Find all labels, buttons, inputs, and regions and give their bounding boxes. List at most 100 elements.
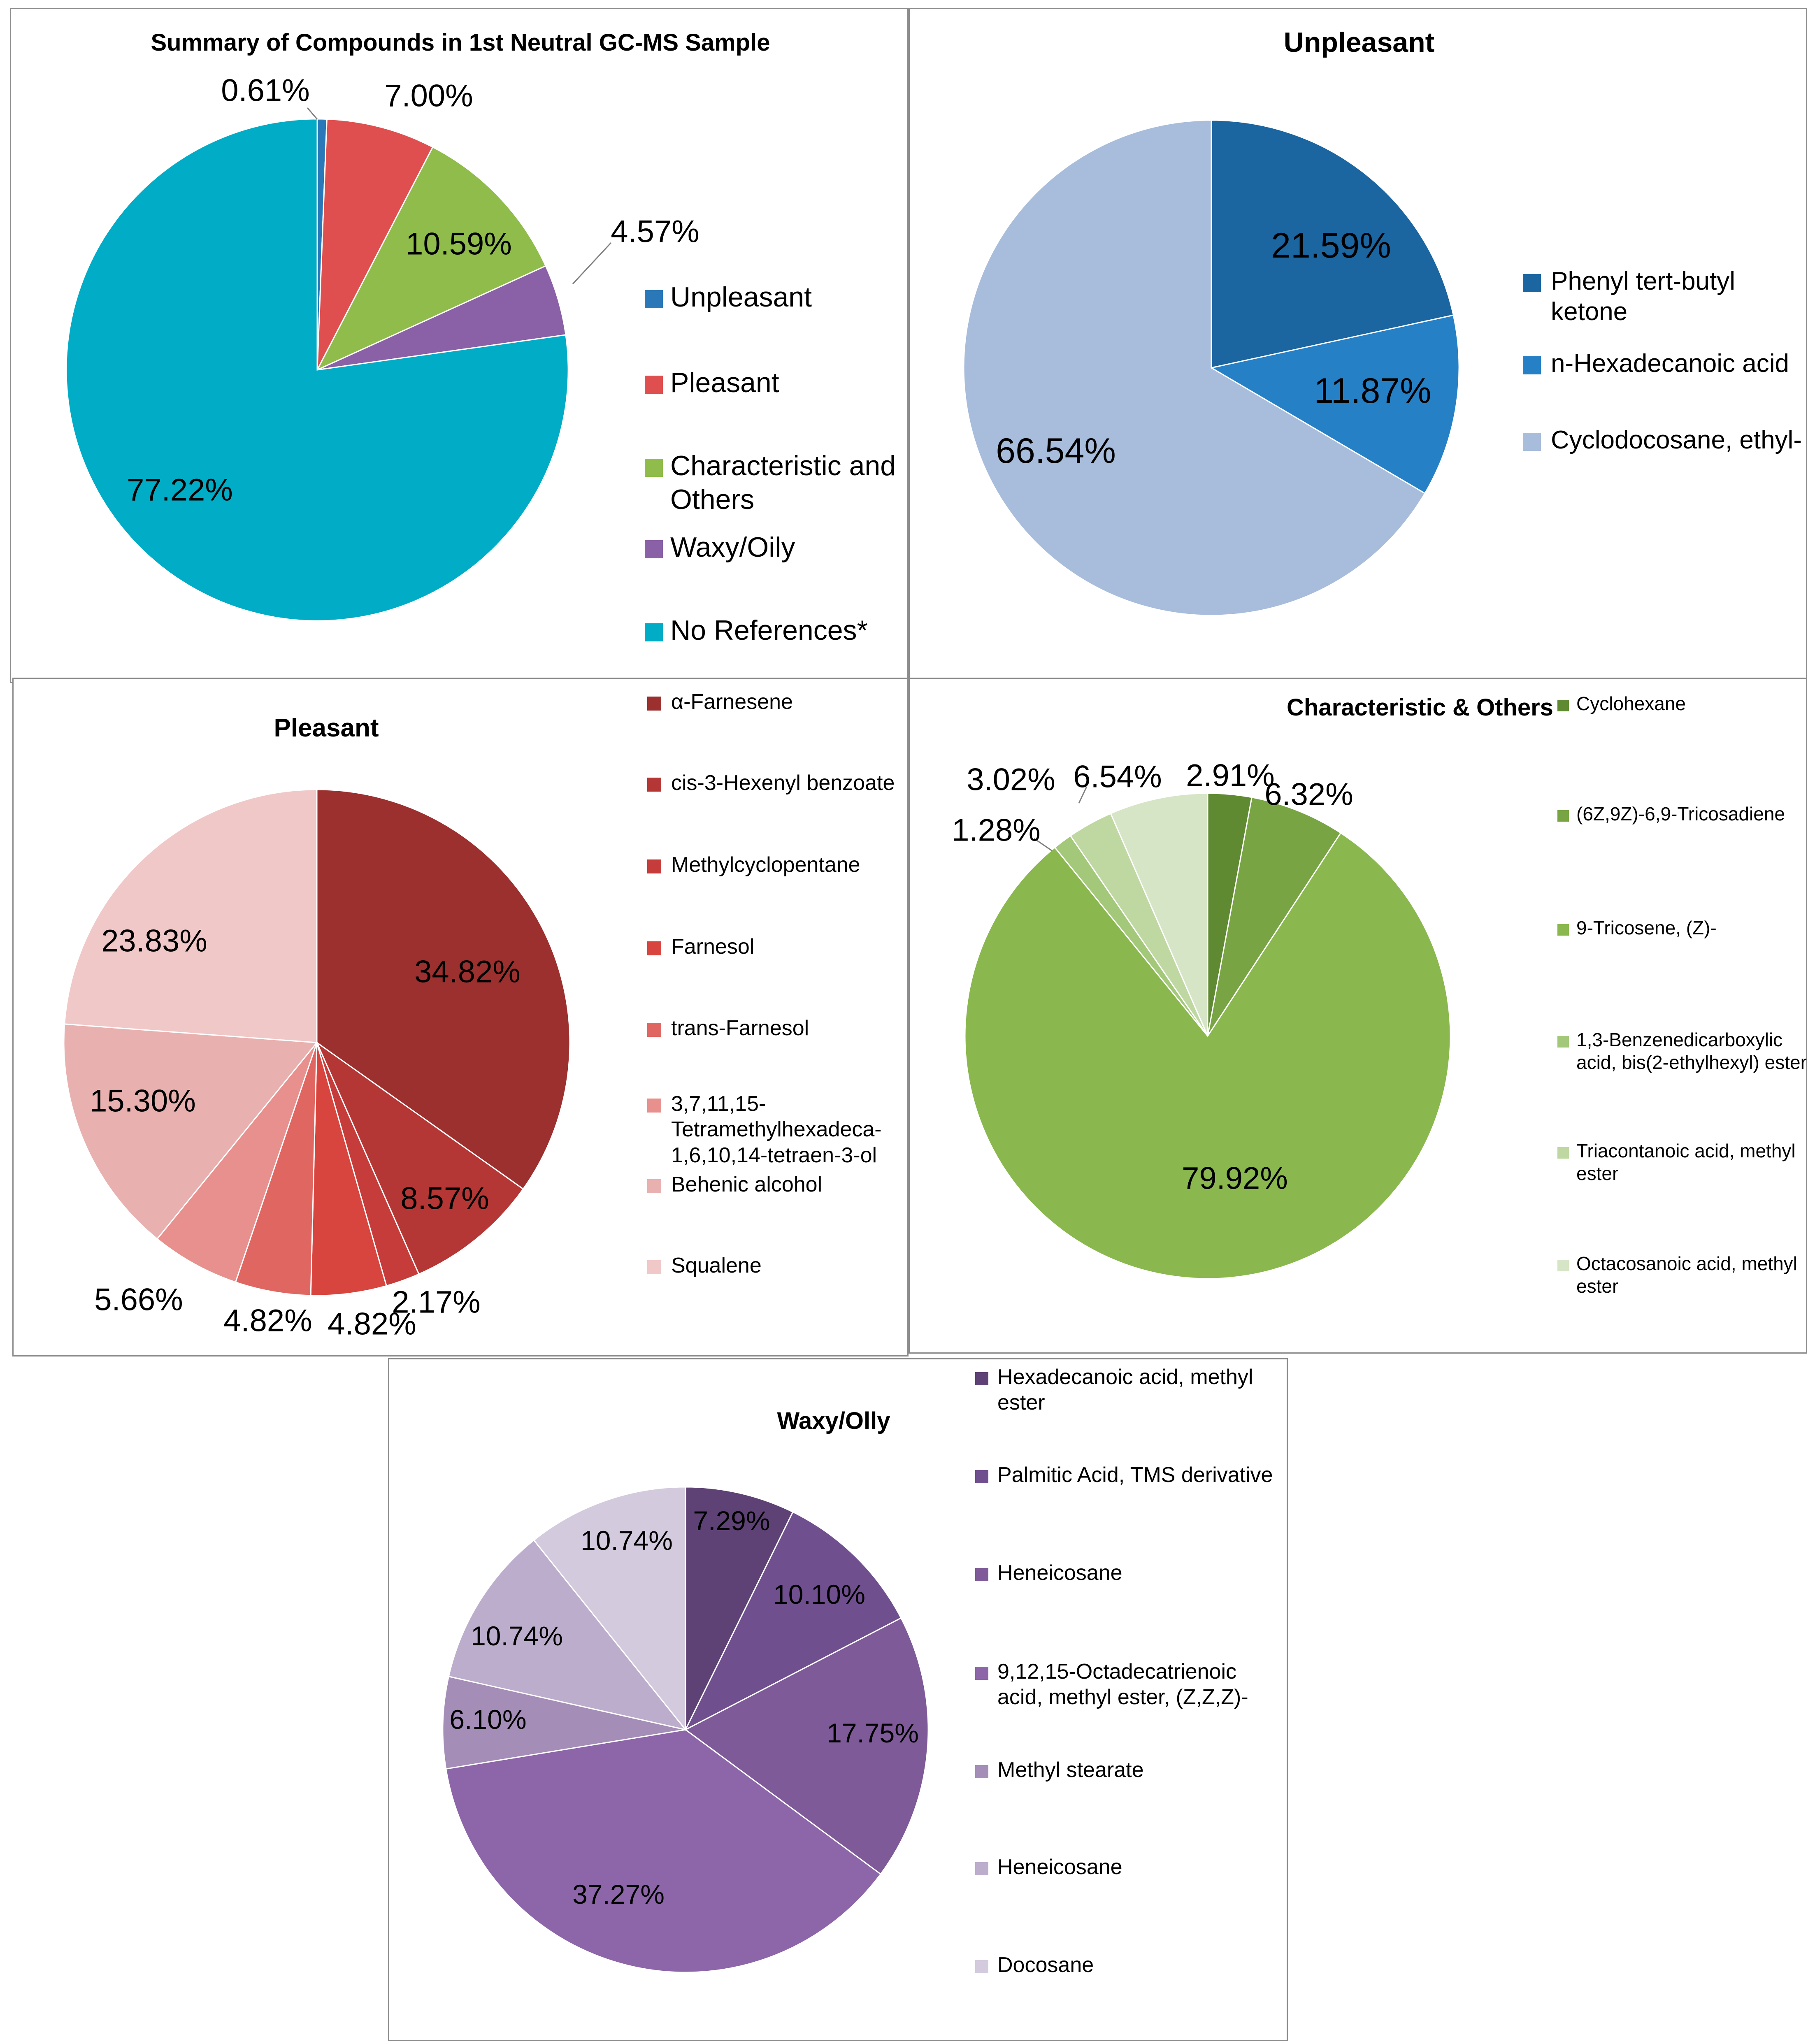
waxy-data-label-1: 10.10% (773, 1579, 865, 1610)
summary-data-label-3: 4.57% (611, 214, 700, 249)
waxy-chart-title: Waxy/Olly (777, 1408, 890, 1434)
pleasant-chart-title: Pleasant (274, 714, 379, 742)
waxy-legend-swatch-1 (975, 1470, 988, 1484)
summary-leader-line-3 (572, 242, 612, 285)
waxy-pie: 7.29% 10.10% 17.75% 37.27% 6.10% 10.74% 10.74% (442, 1486, 929, 1973)
characteristic-data-label-3: 1.28% (952, 813, 1041, 848)
pleasant-slice-farnesene-0 (316, 789, 571, 1190)
summary-chart-panel: Summary of Compounds in 1st Neutral GC-M… (10, 8, 909, 683)
pleasant-legend-label-0: α-Farnesene (671, 690, 793, 714)
summary-legend-swatch-1 (645, 375, 663, 394)
summary-slice-pleasant-1 (316, 118, 434, 370)
summary-data-label-4: 77.22% (127, 473, 233, 508)
pleasant-slice-farnesol-3 (310, 1042, 388, 1296)
characteristic-chart-panel: Characteristic & Others 2.91% 6.32% 79.92%… (909, 678, 1807, 1354)
characteristic-legend-label-2: 9-Tricosene, (Z)- (1576, 917, 1717, 938)
unpleasant-legend-swatch-1 (1523, 356, 1541, 375)
pleasant-data-label-7: 23.83% (101, 924, 207, 959)
pleasant-chart-panel: Pleasant 34.82% 8.57% 2.17% 4.82% 4.82% 5.66%… (12, 678, 909, 1356)
waxy-data-label-4: 6.10% (449, 1704, 526, 1735)
pleasant-legend-swatch-5 (647, 1099, 661, 1113)
pleasant-legend-label-2: Methylcyclopentane (671, 853, 860, 877)
summary-legend-swatch-0 (645, 290, 663, 308)
characteristic-legend-label-4: Triacontanoic acid, methyl ester (1576, 1140, 1796, 1185)
waxy-legend-swatch-0 (975, 1372, 988, 1386)
unpleasant-data-label-1: 11.87% (1314, 371, 1431, 411)
characteristic-legend: Cyclohexane (6Z,9Z)-6,9-Tricosadiene 9-Tri… (1557, 679, 1808, 1355)
summary-slice-characteristic-and-others-2 (316, 146, 547, 372)
characteristic-slice-9-tricosene-z-2 (964, 832, 1451, 1280)
pleasant-slice-cis-3-hexenyl-benzoate-1 (315, 1041, 524, 1275)
summary-slice-no-references-4 (65, 118, 569, 622)
waxy-legend-label-4: Methyl stearate (997, 1758, 1144, 1782)
characteristic-legend-swatch-4 (1557, 1147, 1569, 1159)
pleasant-data-label-2: 2.17% (392, 1285, 481, 1320)
characteristic-pie: 2.91%6.32% 79.92% 1.28% 3.02% 6.54% (952, 758, 1451, 1280)
unpleasant-legend-label-0: Phenyl tert-butyl ketone (1551, 267, 1735, 326)
pleasant-data-label-6: 15.30% (90, 1084, 196, 1119)
waxy-legend-label-0: Hexadecanoic acid, methyl ester (997, 1365, 1253, 1415)
pleasant-legend-label-3: Farnesol (671, 935, 755, 959)
summary-data-label-1: 7.00% (384, 79, 473, 114)
pleasant-slice-3-7-11-15-tetramethylhexadeca-1-6-10-14-tetraen-3-ol-5 (156, 1042, 318, 1283)
pleasant-slice-squalene-7 (64, 789, 318, 1043)
waxy-legend-swatch-2 (975, 1568, 988, 1582)
characteristic-legend-label-0: Cyclohexane (1576, 693, 1686, 714)
waxy-slice-docosane-6 (533, 1486, 686, 1732)
waxy-legend-label-2: Heneicosane (997, 1561, 1122, 1585)
pleasant-data-label-0: 34.82% (414, 955, 521, 989)
waxy-slice-9-12-15-octadecatrienoic-acid-methyl-ester-z-z-z-3 (445, 1729, 882, 1973)
unpleasant-chart-panel: Unpleasant 21.59% 11.87% 66.54% Phenyl ter… (909, 8, 1807, 683)
unpleasant-legend: Phenyl tert-butyl ketone n-Hexadecanoic a… (1523, 9, 1807, 684)
summary-legend-label-0: Unpleasant (670, 281, 812, 313)
pleasant-legend-swatch-0 (647, 697, 661, 711)
characteristic-leader-line-5 (1078, 786, 1088, 804)
characteristic-slice-6z-9z-6-9-tricosadiene-1 (1207, 797, 1342, 1036)
summary-data-label-2: 10.59% (406, 227, 512, 262)
pleasant-legend-swatch-4 (647, 1023, 661, 1037)
summary-slice-waxy-oily-3 (317, 265, 567, 371)
pleasant-data-label-5: 5.66% (94, 1282, 183, 1317)
waxy-slice-methyl-stearate-4 (442, 1675, 686, 1770)
characteristic-data-label-0: 2.91% (1186, 758, 1275, 793)
pleasant-slice-trans-farnesol-4 (235, 1042, 318, 1296)
characteristic-legend-swatch-0 (1557, 699, 1569, 711)
summary-legend-swatch-3 (645, 540, 663, 558)
waxy-slice-palmitic-acid-tms-derivative-1 (684, 1511, 902, 1731)
waxy-data-label-3: 37.27% (572, 1879, 665, 1909)
waxy-legend-swatch-4 (975, 1765, 988, 1779)
summary-legend-label-2: Characteristic and Others (670, 450, 896, 515)
summary-leader-line-0 (307, 107, 318, 120)
unpleasant-legend-swatch-2 (1523, 433, 1541, 451)
waxy-slice-heneicosane-5 (448, 1539, 687, 1731)
summary-legend-swatch-4 (645, 623, 663, 641)
unpleasant-slice-n-hexadecanoic-acid-1 (1209, 314, 1460, 495)
unpleasant-data-label-0: 21.59% (1271, 226, 1391, 265)
pleasant-legend-label-7: Squalene (671, 1254, 762, 1278)
waxy-legend-label-5: Heneicosane (997, 1855, 1122, 1879)
unpleasant-slice-cyclodocosane-ethyl-2 (963, 119, 1426, 616)
waxy-slice-hexadecanoic-acid-methyl-ester-0 (685, 1486, 794, 1730)
unpleasant-chart-title: Unpleasant (1283, 27, 1435, 58)
unpleasant-legend-label-1: n-Hexadecanoic acid (1551, 349, 1789, 378)
characteristic-slice-octacosanoic-acid-methyl-ester-5 (1110, 792, 1208, 1036)
waxy-legend-label-6: Docosane (997, 1953, 1094, 1977)
waxy-legend-label-3: 9,12,15-Octadecatrienoic acid, methyl es… (997, 1660, 1248, 1710)
unpleasant-legend-label-2: Cyclodocosane, ethyl- (1551, 426, 1802, 454)
pleasant-legend-swatch-3 (647, 941, 661, 956)
characteristic-data-label-1: 6.32% (1264, 777, 1353, 812)
pleasant-legend-label-6: Behenic alcohol (671, 1173, 823, 1196)
waxy-slice-heneicosane-2 (684, 1617, 929, 1875)
characteristic-legend-label-1: (6Z,9Z)-6,9-Tricosadiene (1576, 803, 1785, 825)
waxy-chart-panel: Waxy/Olly 7.29% 10.10% 17.75% 37.27% 6.10% 10… (388, 1358, 1288, 2041)
characteristic-data-label-2: 79.92% (1182, 1161, 1288, 1196)
unpleasant-slice-phenyl-tert-butyl-ketone-0 (1211, 119, 1455, 369)
pleasant-data-label-1: 8.57% (400, 1181, 489, 1216)
waxy-legend-swatch-5 (975, 1862, 988, 1876)
summary-legend-label-3: Waxy/Oily (670, 532, 795, 563)
pleasant-legend-swatch-1 (647, 778, 661, 792)
characteristic-leader-line-3 (1034, 838, 1053, 852)
unpleasant-pie: 21.59% 11.87% 66.54% (963, 119, 1460, 616)
pleasant-slice-behenic-alcohol-6 (63, 1023, 318, 1240)
summary-legend-label-4: No References* (670, 615, 868, 646)
